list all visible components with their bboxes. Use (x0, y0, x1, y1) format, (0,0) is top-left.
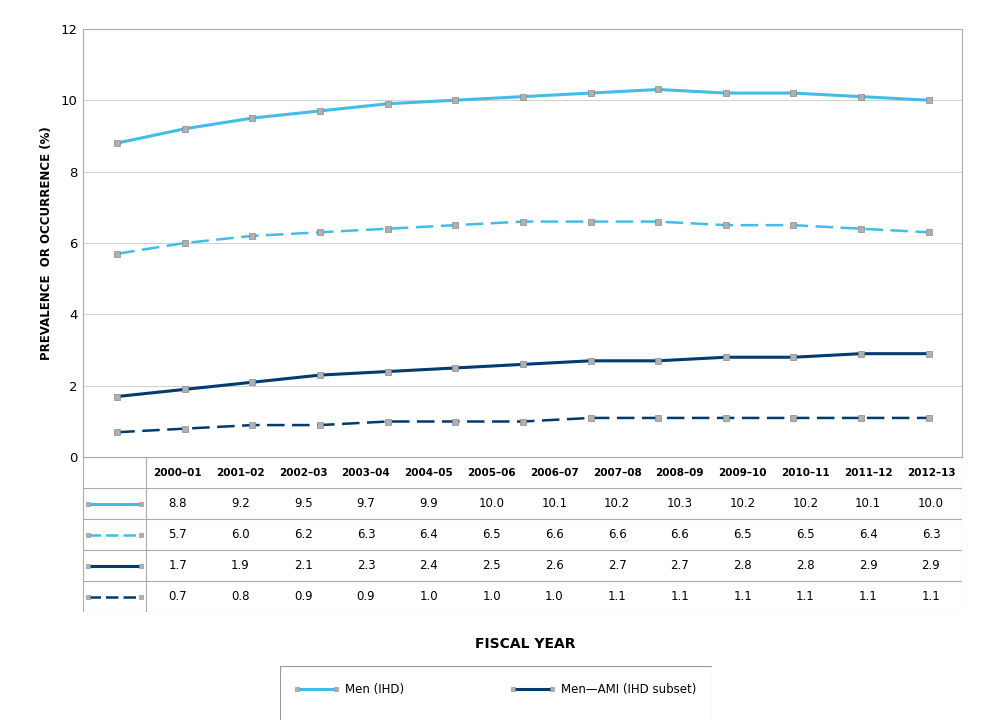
Text: 2004–05: 2004–05 (405, 468, 453, 477)
Text: 8.8: 8.8 (168, 497, 187, 510)
Text: 1.1: 1.1 (671, 590, 689, 603)
Text: 1.1: 1.1 (859, 590, 878, 603)
Text: 0.8: 0.8 (231, 590, 249, 603)
Text: 2.1: 2.1 (294, 559, 312, 572)
Text: 6.5: 6.5 (796, 528, 815, 541)
Text: 2.5: 2.5 (482, 559, 501, 572)
Text: Men—AMI (IHD subset): Men—AMI (IHD subset) (561, 683, 696, 696)
Text: 6.3: 6.3 (922, 528, 941, 541)
Text: 6.2: 6.2 (294, 528, 312, 541)
Text: 0.7: 0.7 (168, 590, 187, 603)
Text: 6.6: 6.6 (545, 528, 564, 541)
Text: 1.7: 1.7 (168, 559, 187, 572)
Text: 2002–03: 2002–03 (279, 468, 328, 477)
FancyBboxPatch shape (280, 666, 712, 720)
Text: 10.1: 10.1 (855, 497, 881, 510)
Text: 2003–04: 2003–04 (342, 468, 391, 477)
Text: 2008–09: 2008–09 (656, 468, 704, 477)
Text: 2001–02: 2001–02 (216, 468, 265, 477)
Text: 2006–07: 2006–07 (530, 468, 578, 477)
Text: 10.1: 10.1 (541, 497, 568, 510)
Text: 6.6: 6.6 (671, 528, 689, 541)
Text: Men (IHD): Men (IHD) (345, 683, 404, 696)
Text: 5.7: 5.7 (168, 528, 187, 541)
Text: 9.5: 9.5 (294, 497, 312, 510)
Text: 2010–11: 2010–11 (781, 468, 830, 477)
Text: 2007–08: 2007–08 (593, 468, 641, 477)
Y-axis label: PREVALENCE  OR OCCURRENCE (%): PREVALENCE OR OCCURRENCE (%) (39, 126, 53, 360)
Text: 2.7: 2.7 (608, 559, 627, 572)
Text: 2.6: 2.6 (545, 559, 564, 572)
Text: 2012–13: 2012–13 (906, 468, 955, 477)
Text: 2.8: 2.8 (796, 559, 815, 572)
Text: 1.0: 1.0 (482, 590, 501, 603)
Text: 9.7: 9.7 (356, 497, 375, 510)
Text: 6.4: 6.4 (859, 528, 878, 541)
Text: 0.9: 0.9 (356, 590, 375, 603)
Text: 1.1: 1.1 (921, 590, 941, 603)
Text: 10.3: 10.3 (667, 497, 693, 510)
Text: 10.0: 10.0 (478, 497, 505, 510)
Text: 0.9: 0.9 (294, 590, 312, 603)
Text: 1.0: 1.0 (419, 590, 438, 603)
Text: 2.9: 2.9 (921, 559, 941, 572)
Text: 2005–06: 2005–06 (467, 468, 516, 477)
Text: 2.7: 2.7 (671, 559, 689, 572)
Text: 1.1: 1.1 (608, 590, 627, 603)
Text: 2.8: 2.8 (734, 559, 752, 572)
Text: 1.0: 1.0 (545, 590, 564, 603)
Text: 10.2: 10.2 (604, 497, 630, 510)
Text: 2.4: 2.4 (419, 559, 438, 572)
Text: 2.3: 2.3 (356, 559, 375, 572)
Text: 9.9: 9.9 (419, 497, 438, 510)
Text: 2011–12: 2011–12 (844, 468, 893, 477)
Text: 1.1: 1.1 (734, 590, 752, 603)
Text: 6.3: 6.3 (356, 528, 375, 541)
Text: 6.0: 6.0 (231, 528, 249, 541)
Text: 6.4: 6.4 (419, 528, 438, 541)
Text: 10.0: 10.0 (918, 497, 944, 510)
Text: 6.5: 6.5 (482, 528, 501, 541)
Text: 1.1: 1.1 (796, 590, 815, 603)
Text: 10.2: 10.2 (730, 497, 756, 510)
Text: 2000–01: 2000–01 (153, 468, 202, 477)
Text: 6.5: 6.5 (734, 528, 752, 541)
Text: FISCAL YEAR: FISCAL YEAR (475, 637, 575, 652)
Text: 2.9: 2.9 (859, 559, 878, 572)
Text: 1.9: 1.9 (231, 559, 249, 572)
Text: 9.2: 9.2 (231, 497, 249, 510)
Text: 6.6: 6.6 (608, 528, 627, 541)
Text: 10.2: 10.2 (792, 497, 818, 510)
Text: 2009–10: 2009–10 (719, 468, 767, 477)
